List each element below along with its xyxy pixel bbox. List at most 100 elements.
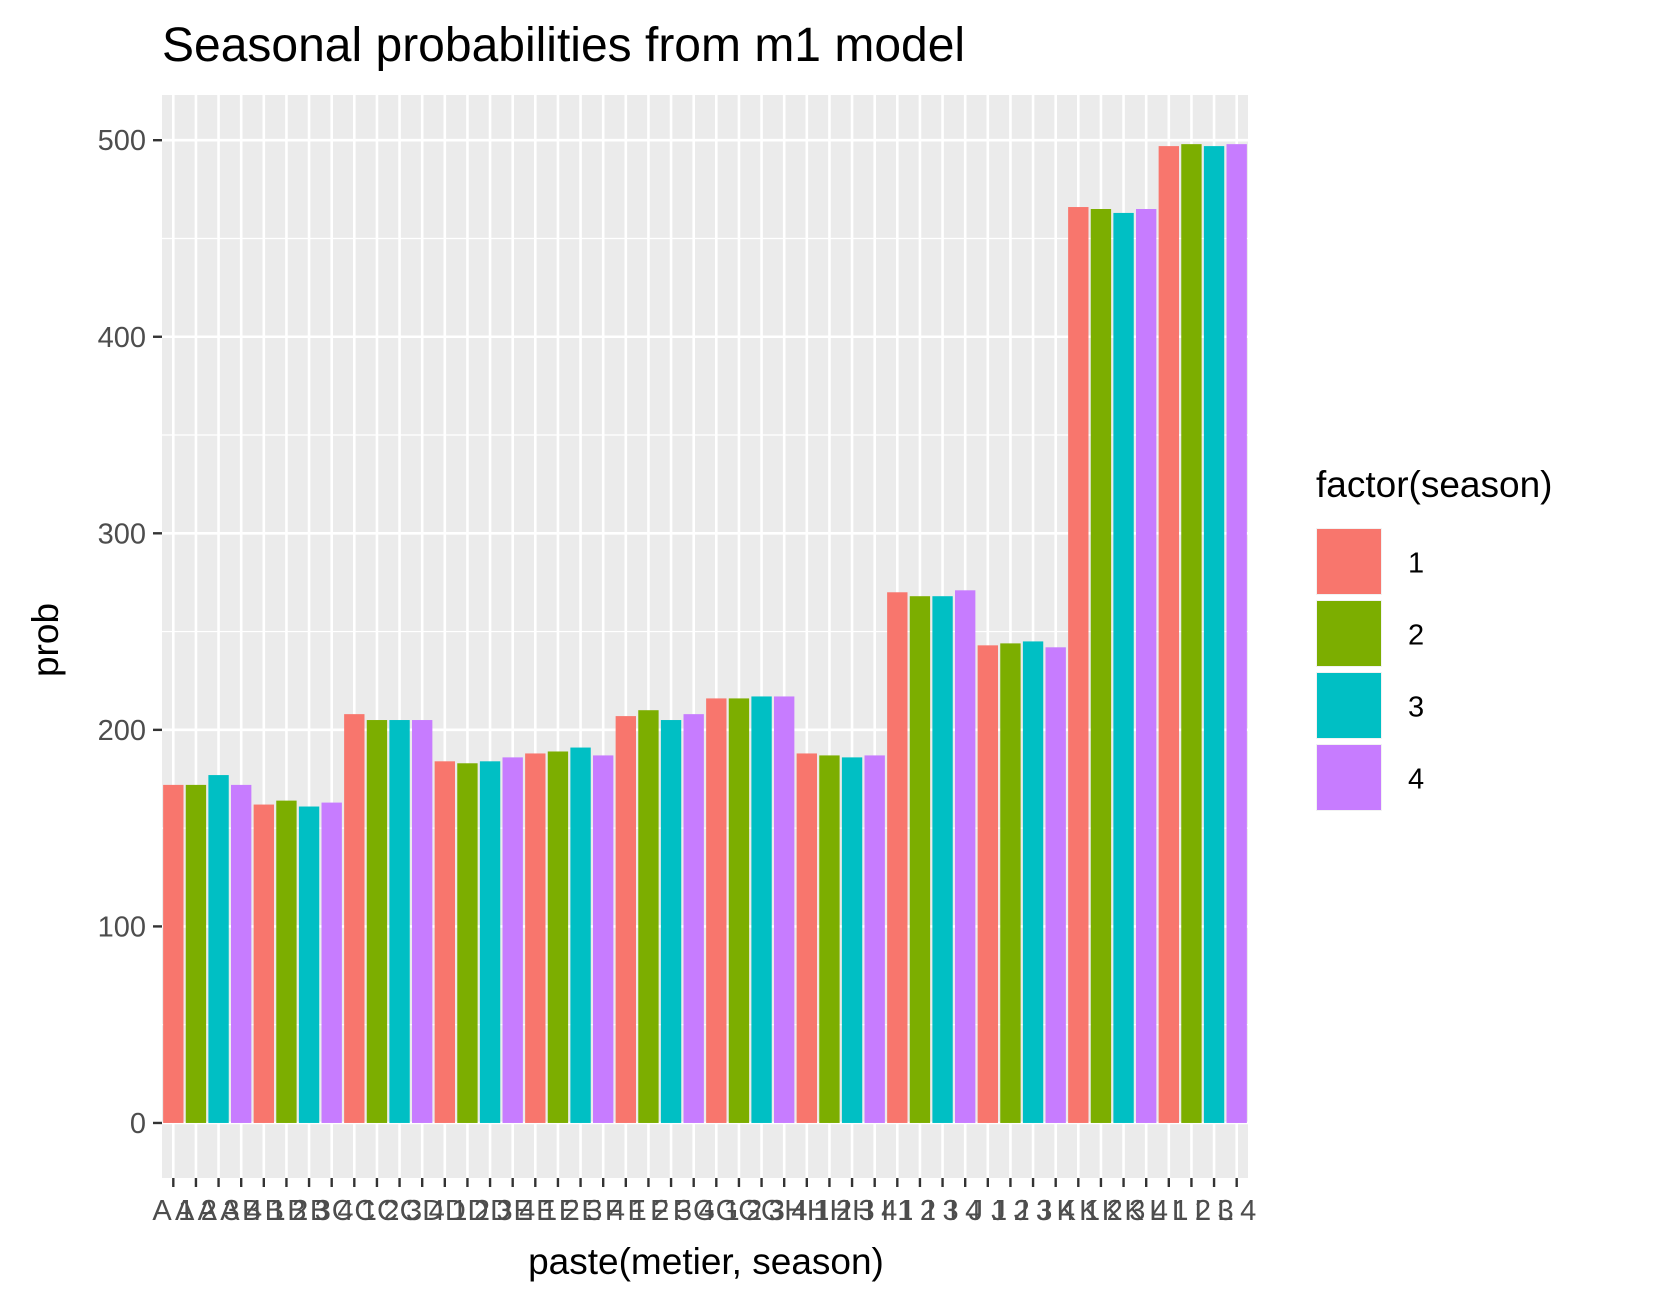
x-tick-label: H 4 bbox=[852, 1195, 897, 1227]
bar-E-3 bbox=[570, 747, 591, 1123]
bar-D-1 bbox=[434, 761, 455, 1123]
legend-swatch-1 bbox=[1317, 529, 1381, 594]
x-tick-label: F 4 bbox=[673, 1195, 715, 1227]
bar-A-2 bbox=[185, 784, 207, 1123]
x-tick-label: I 1 bbox=[881, 1195, 913, 1227]
x-tick-label: G 3 bbox=[738, 1195, 785, 1227]
legend-title: factor(season) bbox=[1316, 464, 1553, 505]
legend-swatch-4 bbox=[1317, 745, 1381, 810]
bar-D-4 bbox=[502, 757, 523, 1123]
bar-C-2 bbox=[366, 720, 388, 1123]
x-tick-label: K 1 bbox=[1057, 1195, 1101, 1227]
x-tick-label: A 1 bbox=[152, 1195, 194, 1227]
plot-panel bbox=[162, 95, 1248, 1178]
bar-L-3 bbox=[1203, 146, 1225, 1123]
bar-H-1 bbox=[796, 753, 817, 1123]
x-tick-label: E 3 bbox=[559, 1195, 603, 1227]
x-tick-label: H 1 bbox=[784, 1195, 829, 1227]
x-tick-label: E 4 bbox=[581, 1195, 625, 1227]
x-tick-label: K 3 bbox=[1102, 1195, 1146, 1227]
x-tick-label: J 3 bbox=[1014, 1195, 1053, 1227]
bar-G-1 bbox=[706, 698, 727, 1123]
bar-H-3 bbox=[841, 757, 863, 1123]
x-tick-label: J 2 bbox=[991, 1195, 1030, 1227]
bar-D-2 bbox=[457, 763, 478, 1123]
legend-swatch-3 bbox=[1317, 673, 1381, 738]
x-tick-label: B 3 bbox=[287, 1195, 331, 1227]
x-tick-label: K 2 bbox=[1079, 1195, 1123, 1227]
x-axis-title: paste(metier, season) bbox=[528, 1241, 884, 1282]
bar-C-3 bbox=[389, 720, 410, 1123]
x-tick-label: J 1 bbox=[968, 1195, 1007, 1227]
bar-J-1 bbox=[977, 645, 998, 1123]
x-tick-label: I 4 bbox=[949, 1195, 981, 1227]
legend-label-4: 4 bbox=[1408, 764, 1424, 796]
y-tick-label: 200 bbox=[98, 715, 146, 747]
bar-K-3 bbox=[1113, 212, 1134, 1123]
x-tick-label: A 4 bbox=[220, 1195, 262, 1227]
x-tick-label: A 3 bbox=[198, 1195, 240, 1227]
x-tick-label: C 1 bbox=[332, 1195, 377, 1227]
x-tick-label: F 3 bbox=[650, 1195, 692, 1227]
x-tick-label: I 3 bbox=[926, 1195, 958, 1227]
x-tick-label: L 1 bbox=[1149, 1195, 1188, 1227]
bar-B-1 bbox=[253, 804, 274, 1123]
bar-I-4 bbox=[955, 590, 976, 1123]
x-tick-label: D 1 bbox=[422, 1195, 467, 1227]
bar-I-3 bbox=[932, 596, 953, 1123]
y-tick-label: 0 bbox=[130, 1108, 146, 1140]
x-tick-label: B 4 bbox=[310, 1195, 354, 1227]
bar-B-3 bbox=[298, 806, 320, 1123]
bar-L-2 bbox=[1181, 144, 1202, 1123]
bar-A-3 bbox=[208, 775, 229, 1123]
y-axis-title: prob bbox=[25, 603, 66, 677]
x-tick-label: G 2 bbox=[716, 1195, 763, 1227]
y-tick-label: 400 bbox=[98, 322, 146, 354]
x-tick-label: G 4 bbox=[761, 1195, 808, 1227]
x-tick-label: L 4 bbox=[1217, 1195, 1256, 1227]
x-tick-label: B 1 bbox=[242, 1195, 286, 1227]
x-tick-label: K 4 bbox=[1124, 1195, 1168, 1227]
bar-A-1 bbox=[163, 784, 184, 1123]
x-tick-label: H 2 bbox=[807, 1195, 852, 1227]
bar-B-2 bbox=[276, 800, 297, 1123]
bar-J-3 bbox=[1022, 641, 1044, 1123]
x-tick-label: L 3 bbox=[1194, 1195, 1233, 1227]
x-tick-label: H 3 bbox=[829, 1195, 874, 1227]
x-tick-label: B 2 bbox=[265, 1195, 309, 1227]
x-tick-label: D 4 bbox=[490, 1195, 535, 1227]
y-tick-label: 300 bbox=[98, 518, 146, 550]
bar-E-1 bbox=[525, 753, 546, 1123]
chart-title: Seasonal probabilities from m1 model bbox=[162, 19, 966, 72]
bar-G-3 bbox=[751, 696, 772, 1123]
x-tick-label: G 1 bbox=[693, 1195, 740, 1227]
legend-swatch-2 bbox=[1317, 601, 1381, 666]
x-tick-label: E 1 bbox=[514, 1195, 558, 1227]
bar-F-3 bbox=[660, 720, 682, 1123]
x-tick-label: A 2 bbox=[175, 1195, 217, 1227]
bar-D-3 bbox=[479, 761, 501, 1123]
bar-G-4 bbox=[774, 696, 795, 1123]
bar-C-1 bbox=[344, 714, 365, 1123]
bar-E-2 bbox=[547, 751, 569, 1123]
bar-K-4 bbox=[1136, 209, 1157, 1123]
x-tick-label: J 4 bbox=[1036, 1195, 1075, 1227]
bar-I-2 bbox=[909, 596, 931, 1123]
bar-H-4 bbox=[864, 755, 885, 1123]
x-tick-label: C 2 bbox=[354, 1195, 399, 1227]
bar-I-1 bbox=[887, 592, 908, 1123]
x-tick-label: I 2 bbox=[904, 1195, 936, 1227]
bar-L-4 bbox=[1226, 144, 1247, 1123]
bar-F-4 bbox=[683, 714, 704, 1123]
x-tick-label: C 4 bbox=[400, 1195, 445, 1227]
x-tick-label: D 2 bbox=[445, 1195, 490, 1227]
bar-C-4 bbox=[412, 720, 433, 1123]
bar-J-2 bbox=[1000, 643, 1021, 1123]
legend: factor(season) 1 2 3 4 bbox=[1316, 464, 1553, 811]
bar-H-2 bbox=[819, 755, 840, 1123]
x-tick-label: F 1 bbox=[605, 1195, 647, 1227]
bar-F-1 bbox=[615, 716, 636, 1123]
bar-K-1 bbox=[1068, 207, 1089, 1123]
bar-A-4 bbox=[231, 784, 252, 1123]
